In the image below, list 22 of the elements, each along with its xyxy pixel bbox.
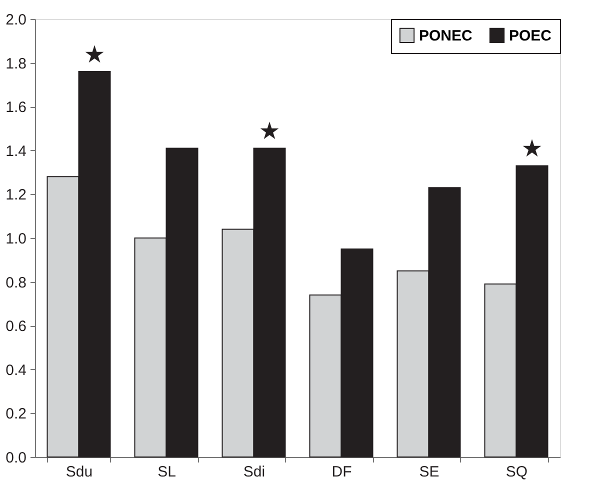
- x-tick-label: DF: [332, 464, 352, 480]
- y-tick-label: 1.6: [6, 99, 26, 116]
- y-tick-label: 1.8: [6, 55, 26, 72]
- x-tick-label: SE: [419, 464, 440, 480]
- y-tick-label: 1.2: [6, 186, 26, 204]
- y-tick-label: 0.8: [6, 274, 26, 292]
- legend-label: POEC: [509, 27, 552, 44]
- y-tick-label: 0.2: [6, 406, 26, 423]
- legend-label: PONEC: [419, 27, 473, 44]
- y-tick-label: 2.0: [6, 12, 26, 28]
- y-tick-label: 1.4: [6, 142, 26, 160]
- annotation: ★: [258, 117, 280, 146]
- x-tick-label: Sdu: [66, 464, 93, 480]
- y-tick-label: 0.4: [6, 362, 26, 379]
- x-tick-label: SQ: [506, 464, 528, 480]
- annotation: ★: [521, 134, 543, 163]
- annotation: ★: [84, 40, 106, 69]
- y-tick-label: 1.0: [6, 230, 26, 248]
- x-tick-label: Sdi: [243, 464, 266, 480]
- x-tick-label: SL: [158, 464, 176, 480]
- y-tick-label: 0.0: [6, 450, 26, 466]
- y-tick-label: 0.6: [6, 318, 26, 336]
